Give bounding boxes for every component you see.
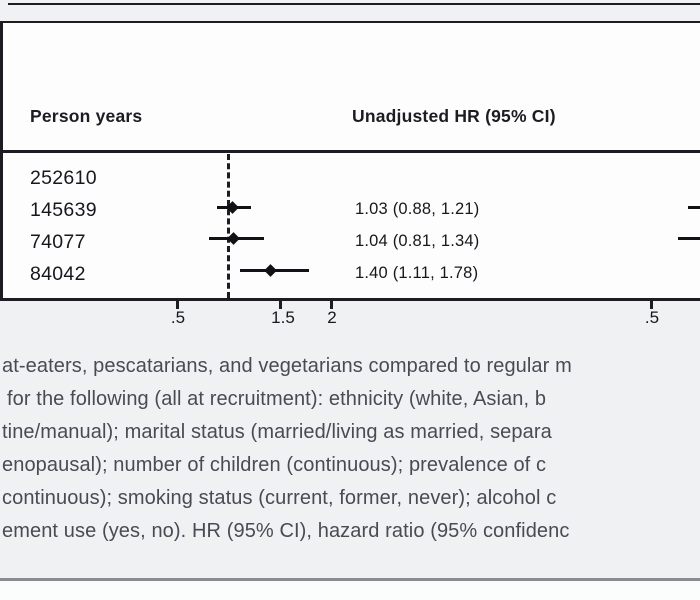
figure-top-border: [8, 3, 700, 5]
person-years-value: 84042: [30, 263, 86, 285]
axis-tick-label: .5: [644, 308, 660, 327]
axis-tick: [176, 301, 179, 309]
hr-ci-value: 1.03 (0.88, 1.21): [355, 200, 480, 218]
axis-tick-label: 2: [327, 308, 337, 327]
axis-tick-label: .5: [170, 308, 186, 327]
column-header-person-years: Person years: [30, 106, 143, 126]
caption-line: ement use (yes, no). HR (95% CI), hazard…: [2, 520, 570, 542]
right-panel-ci-fragment: [688, 206, 700, 209]
axis-tick: [330, 301, 333, 309]
bottom-margin: [0, 581, 700, 600]
cut-off-text-fragment: [0, 110, 2, 121]
right-panel-ci-fragment: [678, 237, 700, 240]
caption-line: enopausal); number of children (continuo…: [2, 454, 547, 476]
caption-line: at-eaters, pescatarians, and vegetarians…: [2, 355, 572, 377]
reference-line: [227, 154, 230, 298]
caption-line: for the following (all at recruitment): …: [7, 388, 547, 410]
plot-area: [0, 23, 700, 298]
bottom-divider: [0, 578, 700, 581]
x-axis: [0, 298, 700, 301]
caption-line: tine/manual); marital status (married/li…: [2, 421, 552, 443]
column-header-unadjusted-hr: Unadjusted HR (95% CI): [352, 106, 556, 126]
axis-tick: [279, 301, 282, 309]
header-underline: [0, 150, 700, 153]
axis-tick-label: 1.5: [271, 308, 295, 327]
hr-ci-value: 1.04 (0.81, 1.34): [355, 232, 480, 250]
plot-box-top-border: [0, 21, 700, 23]
plot-box-left-border: [0, 21, 3, 301]
axis-tick: [650, 301, 653, 309]
hr-ci-value: 1.40 (1.11, 1.78): [355, 264, 479, 282]
caption-line: continuous); smoking status (current, fo…: [2, 487, 557, 509]
person-years-value: 252610: [30, 167, 97, 189]
person-years-value: 74077: [30, 231, 86, 253]
person-years-value: 145639: [30, 199, 97, 221]
